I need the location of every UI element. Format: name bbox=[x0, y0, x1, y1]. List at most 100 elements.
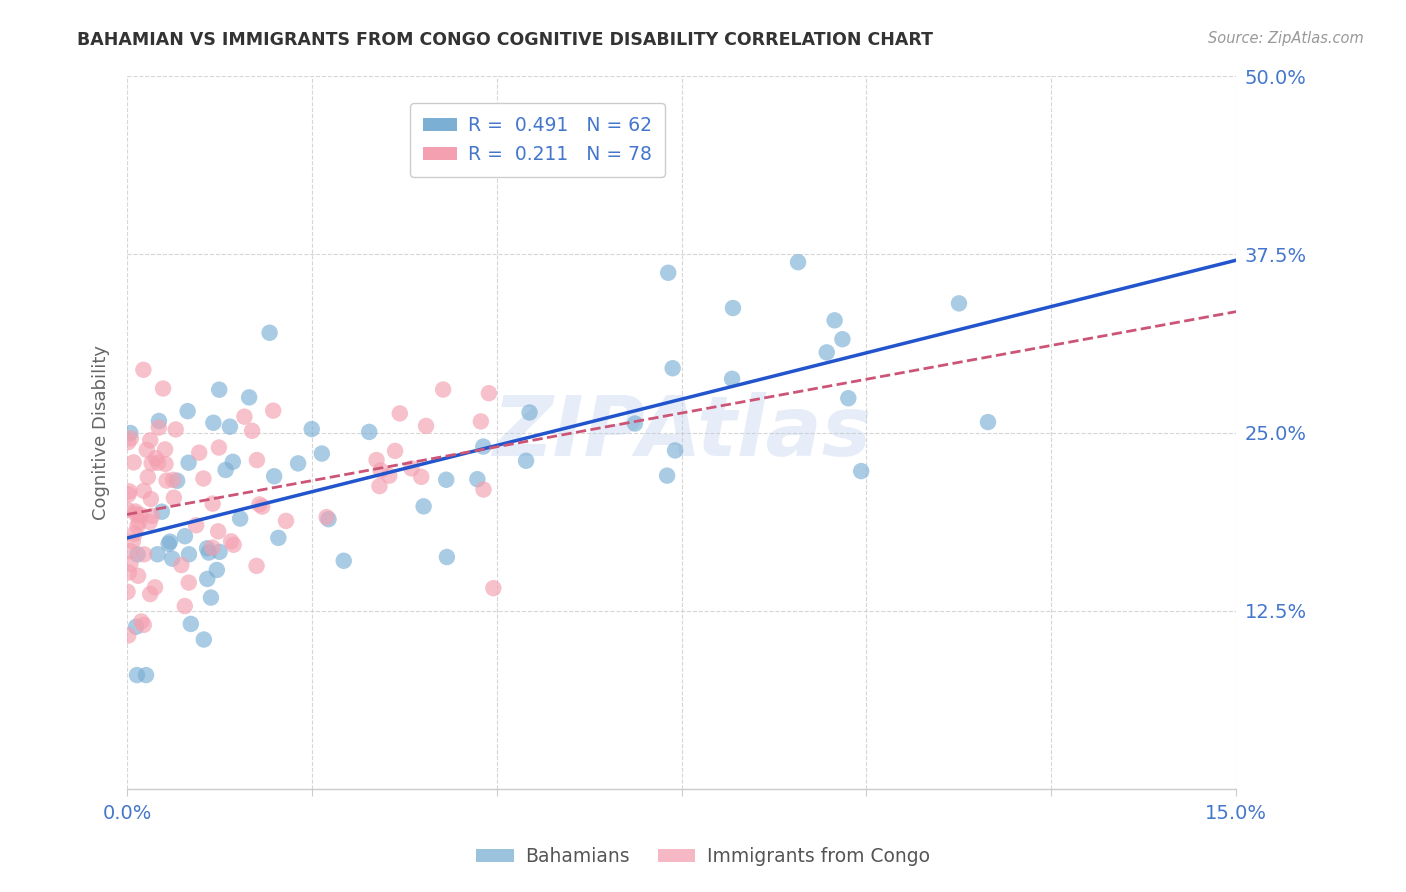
Point bbox=[202, 416, 225, 430]
Point bbox=[208, 383, 231, 397]
Point bbox=[162, 551, 184, 566]
Point bbox=[148, 414, 170, 428]
Point bbox=[143, 580, 166, 594]
Point bbox=[208, 545, 231, 559]
Point bbox=[195, 572, 218, 586]
Point bbox=[173, 599, 195, 613]
Point bbox=[120, 431, 142, 445]
Point bbox=[125, 507, 148, 521]
Point bbox=[146, 456, 169, 470]
Text: BAHAMIAN VS IMMIGRANTS FROM CONGO COGNITIVE DISABILITY CORRELATION CHART: BAHAMIAN VS IMMIGRANTS FROM CONGO COGNIT… bbox=[77, 31, 934, 49]
Point bbox=[135, 668, 157, 682]
Point bbox=[519, 405, 541, 419]
Point bbox=[162, 473, 184, 487]
Point bbox=[145, 451, 167, 466]
Point bbox=[245, 558, 267, 573]
Point bbox=[384, 443, 406, 458]
Point bbox=[219, 419, 242, 434]
Point bbox=[721, 301, 744, 315]
Point bbox=[129, 508, 152, 522]
Point bbox=[824, 313, 846, 327]
Point bbox=[831, 332, 853, 346]
Point bbox=[470, 414, 492, 428]
Point bbox=[124, 504, 146, 518]
Point bbox=[159, 534, 181, 549]
Point bbox=[163, 491, 186, 505]
Point bbox=[174, 529, 197, 543]
Point bbox=[977, 415, 1000, 429]
Point bbox=[201, 497, 224, 511]
Point bbox=[166, 474, 188, 488]
Point bbox=[124, 527, 146, 541]
Point bbox=[657, 266, 679, 280]
Point bbox=[148, 420, 170, 434]
Point bbox=[117, 435, 139, 450]
Point bbox=[193, 471, 215, 485]
Point bbox=[117, 487, 139, 501]
Point bbox=[138, 515, 160, 529]
Point bbox=[127, 548, 149, 562]
Point bbox=[259, 326, 281, 340]
Text: Source: ZipAtlas.com: Source: ZipAtlas.com bbox=[1208, 31, 1364, 46]
Point bbox=[121, 534, 143, 549]
Point bbox=[176, 404, 198, 418]
Point bbox=[208, 441, 231, 455]
Point bbox=[415, 418, 437, 433]
Point bbox=[378, 468, 401, 483]
Point bbox=[135, 442, 157, 457]
Point bbox=[287, 456, 309, 470]
Point bbox=[366, 453, 388, 467]
Point bbox=[359, 425, 381, 439]
Point bbox=[249, 497, 271, 511]
Point bbox=[851, 464, 873, 478]
Point bbox=[177, 547, 200, 561]
Point bbox=[170, 558, 193, 573]
Point bbox=[274, 514, 297, 528]
Point bbox=[262, 403, 284, 417]
Point bbox=[128, 515, 150, 529]
Point bbox=[661, 361, 683, 376]
Point bbox=[125, 620, 148, 634]
Point bbox=[229, 511, 252, 525]
Point bbox=[412, 500, 434, 514]
Point bbox=[467, 472, 489, 486]
Point bbox=[482, 581, 505, 595]
Point bbox=[432, 383, 454, 397]
Point bbox=[125, 668, 148, 682]
Point bbox=[240, 424, 263, 438]
Point bbox=[787, 255, 810, 269]
Point bbox=[136, 470, 159, 484]
Point bbox=[186, 518, 208, 533]
Point bbox=[624, 417, 647, 431]
Point bbox=[436, 549, 458, 564]
Point bbox=[318, 512, 340, 526]
Point bbox=[478, 386, 501, 401]
Point bbox=[127, 519, 149, 533]
Point bbox=[301, 422, 323, 436]
Point bbox=[139, 587, 162, 601]
Point bbox=[197, 545, 219, 559]
Point bbox=[472, 440, 495, 454]
Point bbox=[515, 454, 537, 468]
Point bbox=[222, 538, 245, 552]
Point bbox=[238, 390, 260, 404]
Point bbox=[132, 363, 155, 377]
Point bbox=[370, 463, 392, 477]
Legend: R =  0.491   N = 62, R =  0.211   N = 78: R = 0.491 N = 62, R = 0.211 N = 78 bbox=[409, 103, 665, 177]
Point bbox=[120, 557, 142, 571]
Point bbox=[207, 524, 229, 539]
Point bbox=[411, 470, 433, 484]
Point bbox=[401, 461, 423, 475]
Point bbox=[332, 554, 354, 568]
Point bbox=[132, 617, 155, 632]
Point bbox=[311, 446, 333, 460]
Point bbox=[246, 453, 269, 467]
Point bbox=[472, 483, 495, 497]
Point bbox=[233, 409, 256, 424]
Point bbox=[122, 455, 145, 469]
Text: ZIPAtlas: ZIPAtlas bbox=[492, 392, 872, 473]
Point bbox=[117, 502, 139, 516]
Point bbox=[132, 483, 155, 498]
Point bbox=[155, 457, 177, 471]
Point bbox=[177, 456, 200, 470]
